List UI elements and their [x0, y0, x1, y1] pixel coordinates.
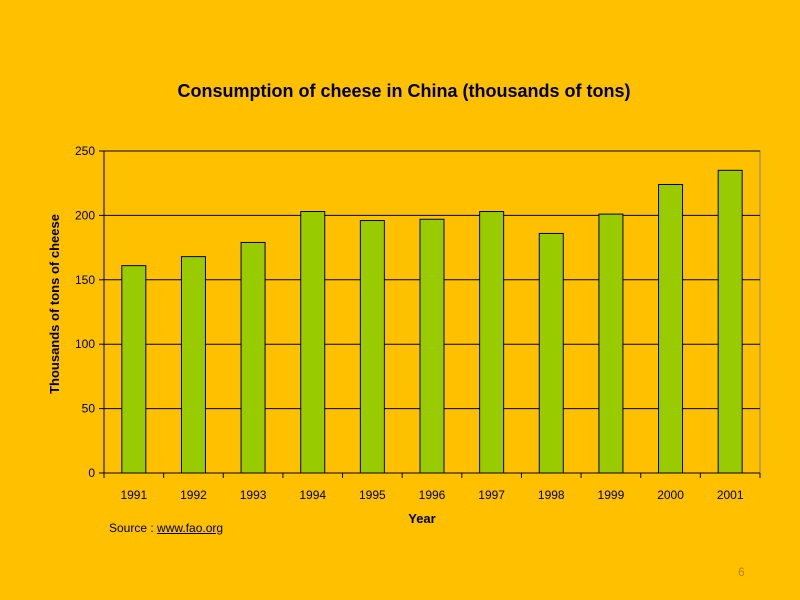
bar-1993	[240, 241, 266, 474]
x-tick-label: 1997	[478, 488, 505, 502]
bar-1998	[538, 232, 564, 474]
source-link[interactable]: www.fao.org	[157, 521, 224, 535]
bar-1996	[419, 218, 445, 474]
y-tick-label: 250	[75, 144, 95, 158]
bar-1994	[300, 211, 326, 474]
x-tick-label: 1993	[240, 488, 267, 502]
y-tick-label: 100	[75, 337, 95, 351]
bar-1999	[598, 213, 624, 474]
bar-1997	[479, 211, 505, 474]
y-tick-label: 50	[82, 402, 96, 416]
x-tick-label: 1998	[538, 488, 565, 502]
x-tick-label: 1992	[180, 488, 207, 502]
y-tick-label: 150	[75, 273, 95, 287]
chart-title: Consumption of cheese in China (thousand…	[178, 81, 631, 101]
y-tick-label: 0	[88, 466, 95, 480]
x-tick-label: 2001	[717, 488, 744, 502]
bar-1991	[121, 265, 147, 474]
slide-number: 6	[738, 565, 745, 579]
x-tick-label: 1995	[359, 488, 386, 502]
bar-1992	[180, 256, 206, 474]
bar-1995	[359, 220, 385, 474]
source-prefix: Source :	[109, 521, 158, 535]
bar-2001	[717, 169, 743, 474]
plot-area: 0 50 100 150 200 250 1991 1992 1993 1994 1995 1996 1…	[75, 144, 761, 502]
source-note: Source : www.fao.org	[109, 521, 223, 535]
bar-2000	[658, 183, 684, 474]
x-axis-label: Year	[408, 511, 435, 526]
x-tick-label: 1996	[419, 488, 446, 502]
x-tick-label: 1994	[299, 488, 326, 502]
x-tick-label: 2000	[657, 488, 684, 502]
y-tick-label: 200	[75, 208, 95, 222]
x-tick-label: 1991	[120, 488, 147, 502]
x-tick-label: 1999	[598, 488, 625, 502]
y-axis-label: Thousands of tons of cheese	[47, 214, 62, 394]
